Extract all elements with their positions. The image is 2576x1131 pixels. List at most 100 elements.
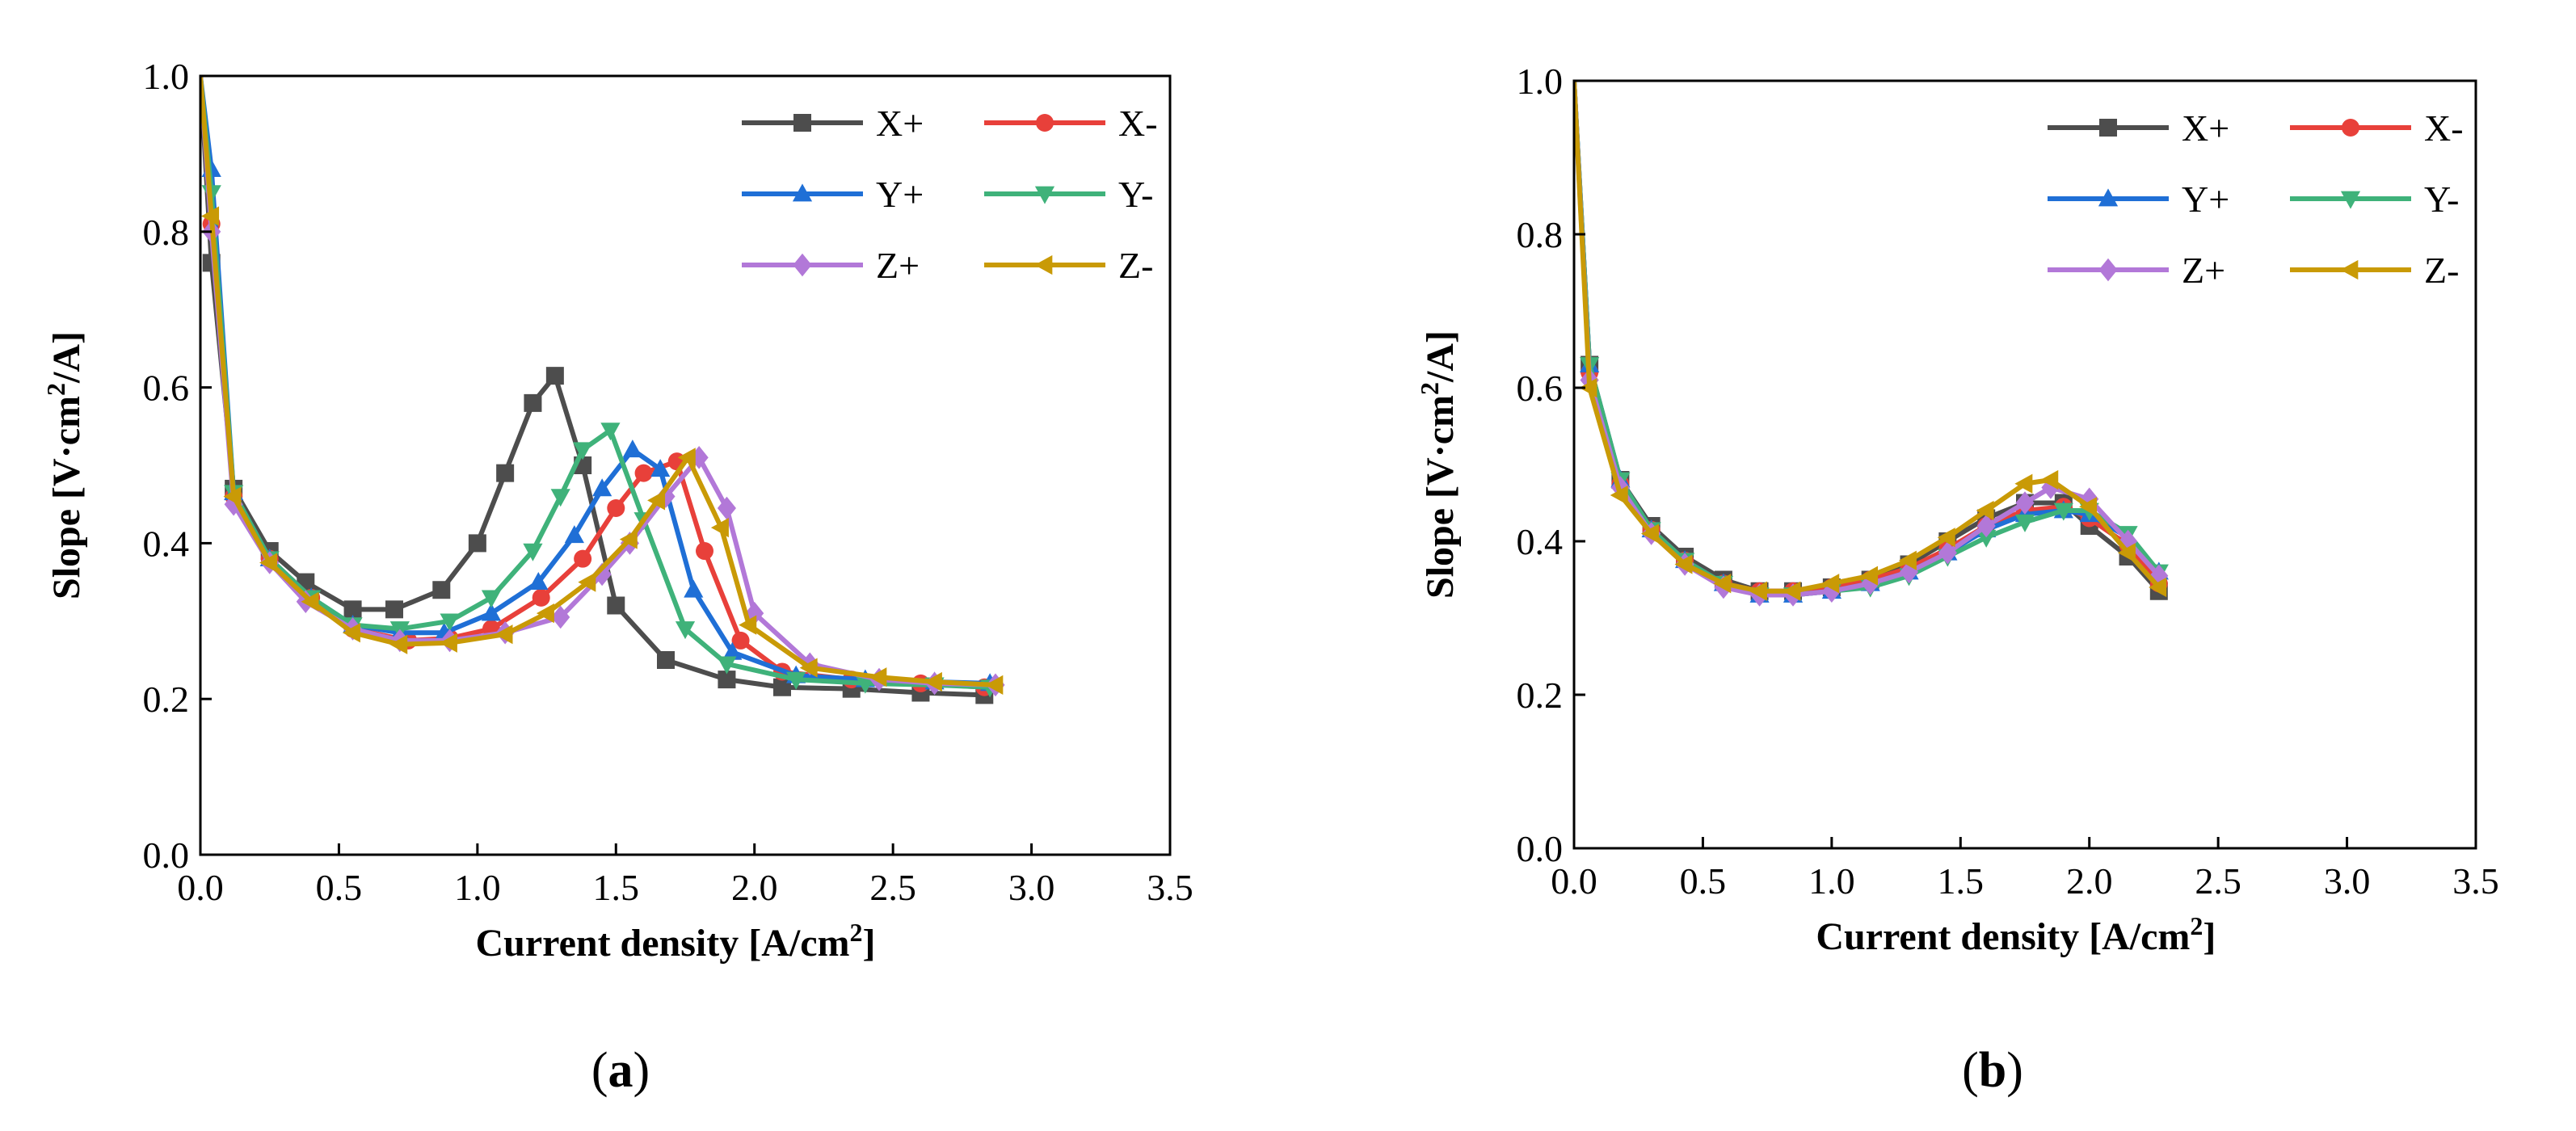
legend-item-Y-: Y-: [2290, 179, 2459, 220]
y-tick-label: 1.0: [143, 56, 190, 97]
data-point: [574, 549, 592, 568]
plot-frame: [1572, 79, 2477, 850]
data-point: [607, 499, 625, 518]
data-point: [495, 624, 513, 645]
legend-marker: [2098, 188, 2119, 207]
data-point: [2149, 577, 2167, 598]
data-point: [545, 367, 564, 385]
legend-marker: [793, 253, 812, 277]
data-point: [1976, 514, 1996, 538]
data-point: [2015, 491, 2035, 515]
legend-marker: [2340, 259, 2359, 280]
data-point: [607, 596, 625, 615]
x-axis-label: Current density [A/cm2]: [475, 918, 875, 965]
data-point: [731, 631, 750, 650]
y-tick-label: 0.8: [1517, 214, 1564, 255]
data-point: [1937, 528, 1955, 548]
data-point: [524, 393, 542, 412]
data-point: [1860, 566, 1879, 586]
data-point: [869, 667, 887, 687]
data-point: [656, 485, 676, 508]
data-point: [578, 572, 596, 592]
x-axis-label: Current density [A/cm2]: [1816, 911, 2216, 958]
data-point: [622, 439, 642, 458]
x-tick-label: 0.5: [316, 867, 363, 908]
legend-marker: [2099, 119, 2117, 137]
y-tick-label: 0.4: [1517, 521, 1564, 562]
legend-label: Y+: [2182, 179, 2229, 220]
x-tick-label: 3.5: [1147, 867, 1193, 908]
data-point: [985, 675, 1004, 695]
data-point: [343, 600, 362, 619]
data-point: [710, 518, 729, 538]
legend-item-X+: X+: [742, 103, 924, 144]
data-point: [1783, 581, 1801, 601]
series-Z-: [1574, 81, 2167, 601]
y-tick-label: 0.8: [143, 212, 190, 253]
data-point: [1898, 550, 1917, 570]
data-point: [2014, 514, 2035, 532]
y-tick-label: 0.4: [143, 523, 190, 564]
legend-item-X-: X-: [2290, 107, 2464, 149]
legend-marker: [1034, 186, 1055, 204]
legend-label: X+: [2182, 107, 2229, 149]
data-point: [342, 623, 360, 643]
x-tick-label: 2.0: [2066, 860, 2113, 902]
data-point: [684, 579, 704, 598]
data-point: [259, 553, 278, 573]
data-point: [739, 615, 757, 635]
x-tick-label: 1.5: [593, 867, 640, 908]
data-point: [532, 588, 550, 607]
data-point: [799, 658, 818, 678]
legend-marker: [792, 183, 813, 202]
legend-label: Z+: [876, 245, 920, 286]
x-tick-label: 0.0: [1551, 860, 1597, 902]
legend-item-Z+: Z+: [2048, 250, 2225, 291]
x-tick-label: 1.0: [1808, 860, 1855, 902]
data-point: [201, 206, 220, 226]
x-tick-label: 3.0: [2324, 860, 2371, 902]
panel-label-a: (a): [591, 1043, 650, 1098]
data-point: [657, 651, 675, 669]
chart-panel-a: 0.0 0.5 1.0 1.5 2.0 2.5 3.0 3.5 0.0 0.2 0.4 0.6 0.8 1…: [41, 56, 1193, 1098]
data-point: [1861, 571, 1880, 595]
x-tick-label: 3.0: [1008, 867, 1055, 908]
data-point: [717, 496, 736, 520]
axis-ticks: 0.0 0.5 1.0 1.5 2.0 2.5 3.0 3.5 0.0 0.2 0.4 0.6 0.8 1…: [1517, 61, 2499, 902]
data-point: [2040, 469, 2059, 490]
data-point: [1976, 500, 1994, 521]
data-point: [439, 633, 457, 653]
data-point: [440, 613, 460, 632]
data-point: [468, 534, 486, 553]
y-tick-label: 0.2: [143, 679, 190, 720]
data-point: [600, 423, 621, 441]
legend-marker: [793, 114, 811, 132]
legend-marker: [2340, 191, 2361, 209]
data-point: [432, 581, 451, 599]
x-tick-label: 2.5: [869, 867, 916, 908]
data-point: [301, 591, 319, 612]
data-point: [2117, 543, 2136, 563]
chart-panel-b: 0.0 0.5 1.0 1.5 2.0 2.5 3.0 3.5 0.0 0.2 0.4 0.6 0.8 1…: [1415, 61, 2499, 1098]
legend-label: Z-: [2424, 250, 2459, 291]
legend-marker: [1034, 254, 1053, 275]
data-point: [496, 464, 515, 482]
data-point: [722, 641, 743, 660]
legend-marker: [2342, 119, 2359, 137]
legend-marker: [1036, 114, 1054, 132]
data-point: [1899, 560, 1919, 584]
data-point: [677, 448, 696, 468]
y-tick-label: 1.0: [1517, 61, 1564, 102]
data-point: [2079, 497, 2098, 517]
legend-item-Z-: Z-: [2290, 250, 2459, 291]
x-tick-label: 0.5: [1680, 860, 1727, 902]
y-axis-label: Slope [V·cm2/A]: [41, 331, 88, 599]
legend-item-Y-: Y-: [984, 174, 1153, 215]
legend-item-X+: X+: [2048, 107, 2229, 149]
data-point: [223, 486, 242, 507]
series-layer: [200, 76, 1005, 704]
data-point: [647, 490, 666, 511]
series-Z-: [200, 76, 1004, 695]
legend-label: Z+: [2182, 250, 2225, 291]
data-point: [718, 671, 736, 689]
